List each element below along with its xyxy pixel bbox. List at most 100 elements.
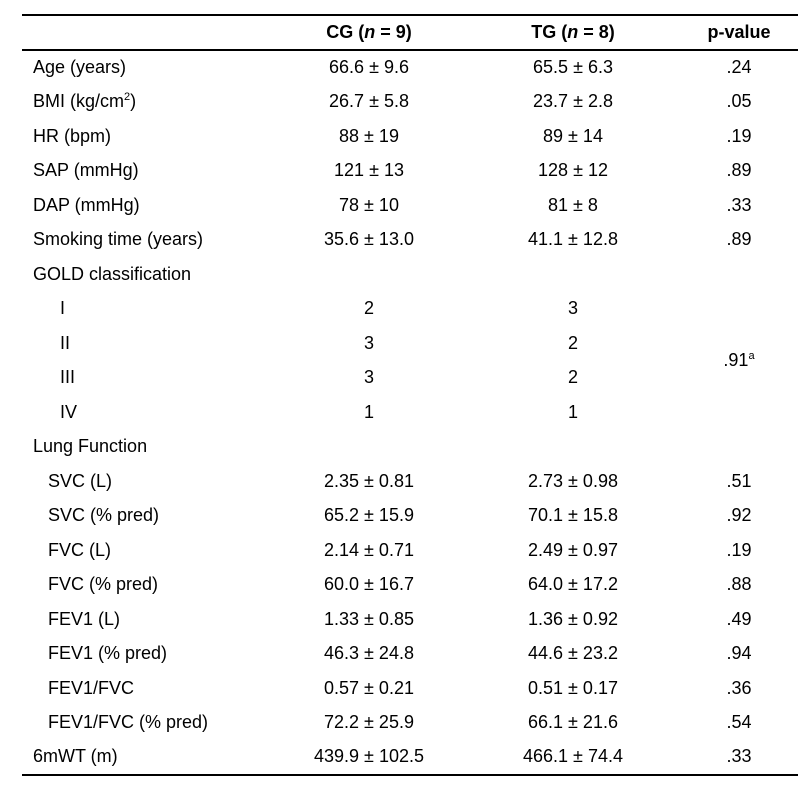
p-value-cell: .36 bbox=[726, 677, 752, 698]
cg-value: 88 ± 19 bbox=[339, 125, 399, 146]
tg-value: 23.7 ± 2.8 bbox=[533, 91, 613, 112]
row-label: BMI (kg/cm2) bbox=[33, 91, 137, 112]
table-row: BMI (kg/cm2) 26.7 ± 5.8 23.7 ± 2.8 .05 bbox=[22, 85, 798, 120]
cg-value: 121 ± 13 bbox=[334, 160, 404, 181]
tg-value: 65.5 ± 6.3 bbox=[533, 57, 613, 78]
table-row: IV 1 1 bbox=[22, 395, 798, 430]
cg-value: 2.14 ± 0.71 bbox=[324, 539, 414, 560]
tg-value bbox=[466, 430, 680, 465]
tg-value: 41.1 ± 12.8 bbox=[528, 229, 618, 250]
cg-value: 3 bbox=[363, 367, 374, 388]
tg-value: 1.36 ± 0.92 bbox=[528, 608, 618, 629]
table-header: CG (n = 9) TG (n = 8) p-value bbox=[22, 15, 798, 50]
tg-value: 89 ± 14 bbox=[543, 125, 603, 146]
tg-value: 2.49 ± 0.97 bbox=[528, 539, 618, 560]
cg-value: 439.9 ± 102.5 bbox=[314, 746, 424, 767]
footnote-marker: a bbox=[748, 350, 755, 362]
row-label: FVC (L) bbox=[48, 539, 111, 560]
document-page: CG (n = 9) TG (n = 8) p-value Age (years) 6… bbox=[0, 14, 805, 786]
table-row: FEV1/FVC (% pred) 72.2 ± 25.9 66.1 ± 21.6.… bbox=[22, 706, 798, 741]
p-value-cell: .49 bbox=[726, 608, 752, 629]
table-row: FEV1 (L) 1.33 ± 0.85 1.36 ± 0.92 .49 bbox=[22, 602, 798, 637]
row-label: DAP (mmHg) bbox=[33, 194, 140, 215]
p-value-cell: .19 bbox=[726, 539, 752, 560]
table-row: 6mWT (m) 439.9 ± 102.5 466.1 ± 74.4 .33 bbox=[22, 740, 798, 775]
cg-value: 72.2 ± 25.9 bbox=[324, 712, 414, 733]
header-cg: CG (n = 9) bbox=[326, 22, 412, 42]
table-row: FVC (L) 2.14 ± 0.71 2.49 ± 0.97 .19 bbox=[22, 533, 798, 568]
table-body: Age (years) 66.6 ± 9.6 65.5 ± 6.3 .24 BMI (k… bbox=[22, 50, 798, 775]
table-row: Age (years) 66.6 ± 9.6 65.5 ± 6.3 .24 bbox=[22, 50, 798, 85]
p-value-cell: .92 bbox=[726, 505, 752, 526]
p-value-cell: .89 bbox=[726, 229, 752, 250]
row-label: FEV1/FVC bbox=[48, 677, 135, 698]
row-label: Lung Function bbox=[33, 436, 148, 457]
table-row: HR (bpm) 88 ± 19 89 ± 14 .19 bbox=[22, 119, 798, 154]
row-label: Age (years) bbox=[33, 57, 127, 78]
p-value-cell bbox=[680, 430, 798, 465]
cg-value: 2.35 ± 0.81 bbox=[324, 470, 414, 491]
p-value-cell: .54 bbox=[726, 712, 752, 733]
cg-value: 26.7 ± 5.8 bbox=[329, 91, 409, 112]
header-p: p-value bbox=[707, 22, 771, 42]
cg-value bbox=[272, 430, 466, 465]
row-label: FEV1 (L) bbox=[48, 608, 121, 629]
table-row: I 2 3 .91a bbox=[22, 292, 798, 370]
p-value-cell: .19 bbox=[726, 125, 752, 146]
cg-value: 1 bbox=[363, 401, 374, 422]
p-value-cell: .88 bbox=[726, 574, 752, 595]
row-label: FEV1/FVC (% pred) bbox=[48, 712, 209, 733]
p-value-cell: .24 bbox=[726, 57, 752, 78]
table-row: SVC (% pred) 65.2 ± 15.9 70.1 ± 15.8 .92 bbox=[22, 499, 798, 534]
row-label: III bbox=[60, 367, 76, 388]
row-label: IV bbox=[60, 401, 78, 422]
row-label: FEV1 (% pred) bbox=[48, 643, 168, 664]
row-label: 6mWT (m) bbox=[33, 746, 118, 767]
row-label: GOLD classification bbox=[33, 263, 192, 284]
cg-value: 0.57 ± 0.21 bbox=[324, 677, 414, 698]
row-label: Smoking time (years) bbox=[33, 229, 204, 250]
table-row: Smoking time (years) 35.6 ± 13.0 41.1 ± 12… bbox=[22, 223, 798, 258]
tg-value: 44.6 ± 23.2 bbox=[528, 643, 618, 664]
table-row: SAP (mmHg) 121 ± 13 128 ± 12 .89 bbox=[22, 154, 798, 189]
section-row: GOLD classification bbox=[22, 257, 798, 292]
table-row: SVC (L) 2.35 ± 0.81 2.73 ± 0.98 .51 bbox=[22, 464, 798, 499]
tg-value: 466.1 ± 74.4 bbox=[523, 746, 623, 767]
table-row: FEV1 (% pred) 46.3 ± 24.8 44.6 ± 23.2 .94 bbox=[22, 637, 798, 672]
cg-value: 35.6 ± 13.0 bbox=[324, 229, 414, 250]
tg-value: 3 bbox=[567, 298, 578, 319]
tg-value: 0.51 ± 0.17 bbox=[528, 677, 618, 698]
tg-value: 70.1 ± 15.8 bbox=[528, 505, 618, 526]
tg-value: 128 ± 12 bbox=[538, 160, 608, 181]
tg-value bbox=[466, 257, 680, 292]
tg-value: 1 bbox=[567, 401, 578, 422]
row-label: SVC (L) bbox=[48, 470, 113, 491]
tg-value: 81 ± 8 bbox=[548, 194, 598, 215]
tg-value: 2.73 ± 0.98 bbox=[528, 470, 618, 491]
p-value-cell: .94 bbox=[726, 643, 752, 664]
cg-value: 66.6 ± 9.6 bbox=[329, 57, 409, 78]
table-row: FEV1/FVC 0.57 ± 0.21 0.51 ± 0.17 .36 bbox=[22, 671, 798, 706]
table-row: FVC (% pred) 60.0 ± 16.7 64.0 ± 17.2 .88 bbox=[22, 568, 798, 603]
cg-value: 1.33 ± 0.85 bbox=[324, 608, 414, 629]
italic-text: n bbox=[364, 22, 376, 42]
table-row: DAP (mmHg) 78 ± 10 81 ± 8 .33 bbox=[22, 188, 798, 223]
cg-value bbox=[272, 257, 466, 292]
tg-value: 2 bbox=[567, 367, 578, 388]
header-label bbox=[22, 15, 272, 50]
p-value-cell: .33 bbox=[726, 194, 752, 215]
cg-value: 46.3 ± 24.8 bbox=[324, 643, 414, 664]
baseline-characteristics-table: CG (n = 9) TG (n = 8) p-value Age (years) 6… bbox=[22, 14, 798, 776]
header-row: CG (n = 9) TG (n = 8) p-value bbox=[22, 15, 798, 50]
row-label: FVC (% pred) bbox=[48, 574, 159, 595]
p-value-cell: .05 bbox=[726, 91, 752, 112]
table-row: II 3 2 bbox=[22, 326, 798, 361]
italic-text: n bbox=[567, 22, 579, 42]
header-tg: TG (n = 8) bbox=[531, 22, 615, 42]
p-value-cell: .51 bbox=[726, 470, 752, 491]
tg-value: 66.1 ± 21.6 bbox=[528, 712, 618, 733]
cg-value: 3 bbox=[363, 332, 374, 353]
cg-value: 78 ± 10 bbox=[339, 194, 399, 215]
row-label: SVC (% pred) bbox=[48, 505, 160, 526]
p-value-cell bbox=[680, 257, 798, 292]
